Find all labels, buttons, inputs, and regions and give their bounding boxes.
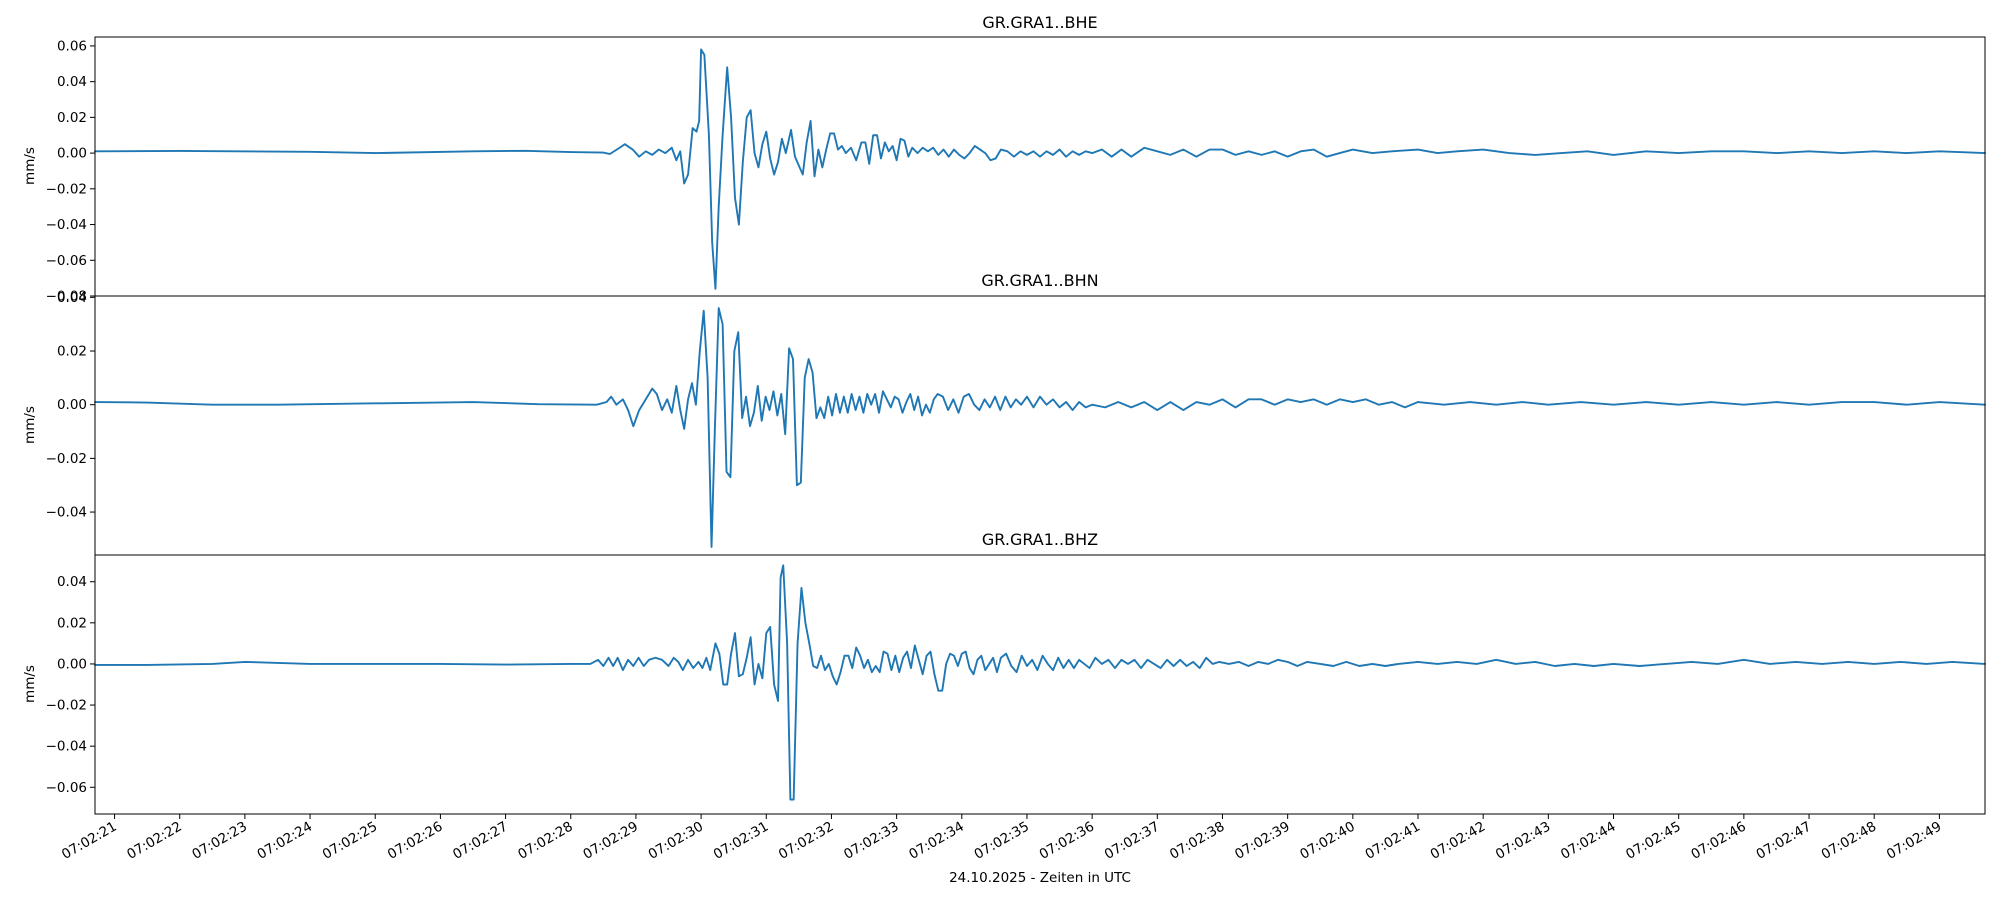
y-tick-label: 0.06 [57,38,87,54]
series-trace [94,48,1986,290]
y-tick-label: 0.00 [57,397,87,413]
y-axis-label: mm/s [22,147,38,185]
y-tick-label: 0.04 [57,574,87,590]
y-tick-label: −0.06 [46,780,87,796]
y-axis-label: mm/s [22,406,38,444]
series-trace [94,307,1986,548]
y-ticks: −0.06 −0.04 −0.02 0.00 0.02 0.04 [46,574,95,796]
y-tick-label: −0.02 [46,451,87,467]
y-tick-label: −0.08 [46,289,87,305]
waveform-line [94,564,1986,801]
y-tick-label: 0.04 [57,290,87,306]
y-tick-label: 0.00 [57,656,87,672]
panel-bhe: GR.GRA1..BHE mm/s −0.08 −0.06 −0.04 −0.02 0.… [22,13,1986,305]
panel-bhz: GR.GRA1..BHZ mm/s −0.06 −0.04 −0.02 0.00 0.0… [22,530,1986,815]
y-tick-label: 0.02 [57,615,87,631]
panel-title: GR.GRA1..BHN [981,271,1098,290]
series-trace [94,564,1986,801]
y-tick-label: 0.02 [57,110,87,126]
x-axis-label: 24.10.2025 - Zeiten in UTC [949,870,1131,886]
y-tick-label: 0.02 [57,344,87,360]
y-tick-label: 0.04 [57,74,87,90]
y-ticks: −0.04 −0.02 0.00 0.02 0.04 [46,290,95,521]
y-tick-label: 0.00 [57,146,87,162]
waveform-line [94,307,1986,548]
panel-title: GR.GRA1..BHE [982,13,1097,32]
panel-title: GR.GRA1..BHZ [982,530,1098,549]
y-tick-label: −0.04 [46,505,87,521]
y-tick-label: −0.02 [46,698,87,714]
y-tick-label: −0.02 [46,181,87,197]
axes-frame [94,554,1986,815]
y-tick-label: −0.04 [46,217,87,233]
y-tick-label: −0.06 [46,253,87,269]
y-ticks: −0.08 −0.06 −0.04 −0.02 0.00 0.02 0.04 0.06 [46,38,95,305]
y-tick-label: −0.04 [46,739,87,755]
waveform-line [94,48,1986,290]
y-axis-label: mm/s [22,665,38,703]
